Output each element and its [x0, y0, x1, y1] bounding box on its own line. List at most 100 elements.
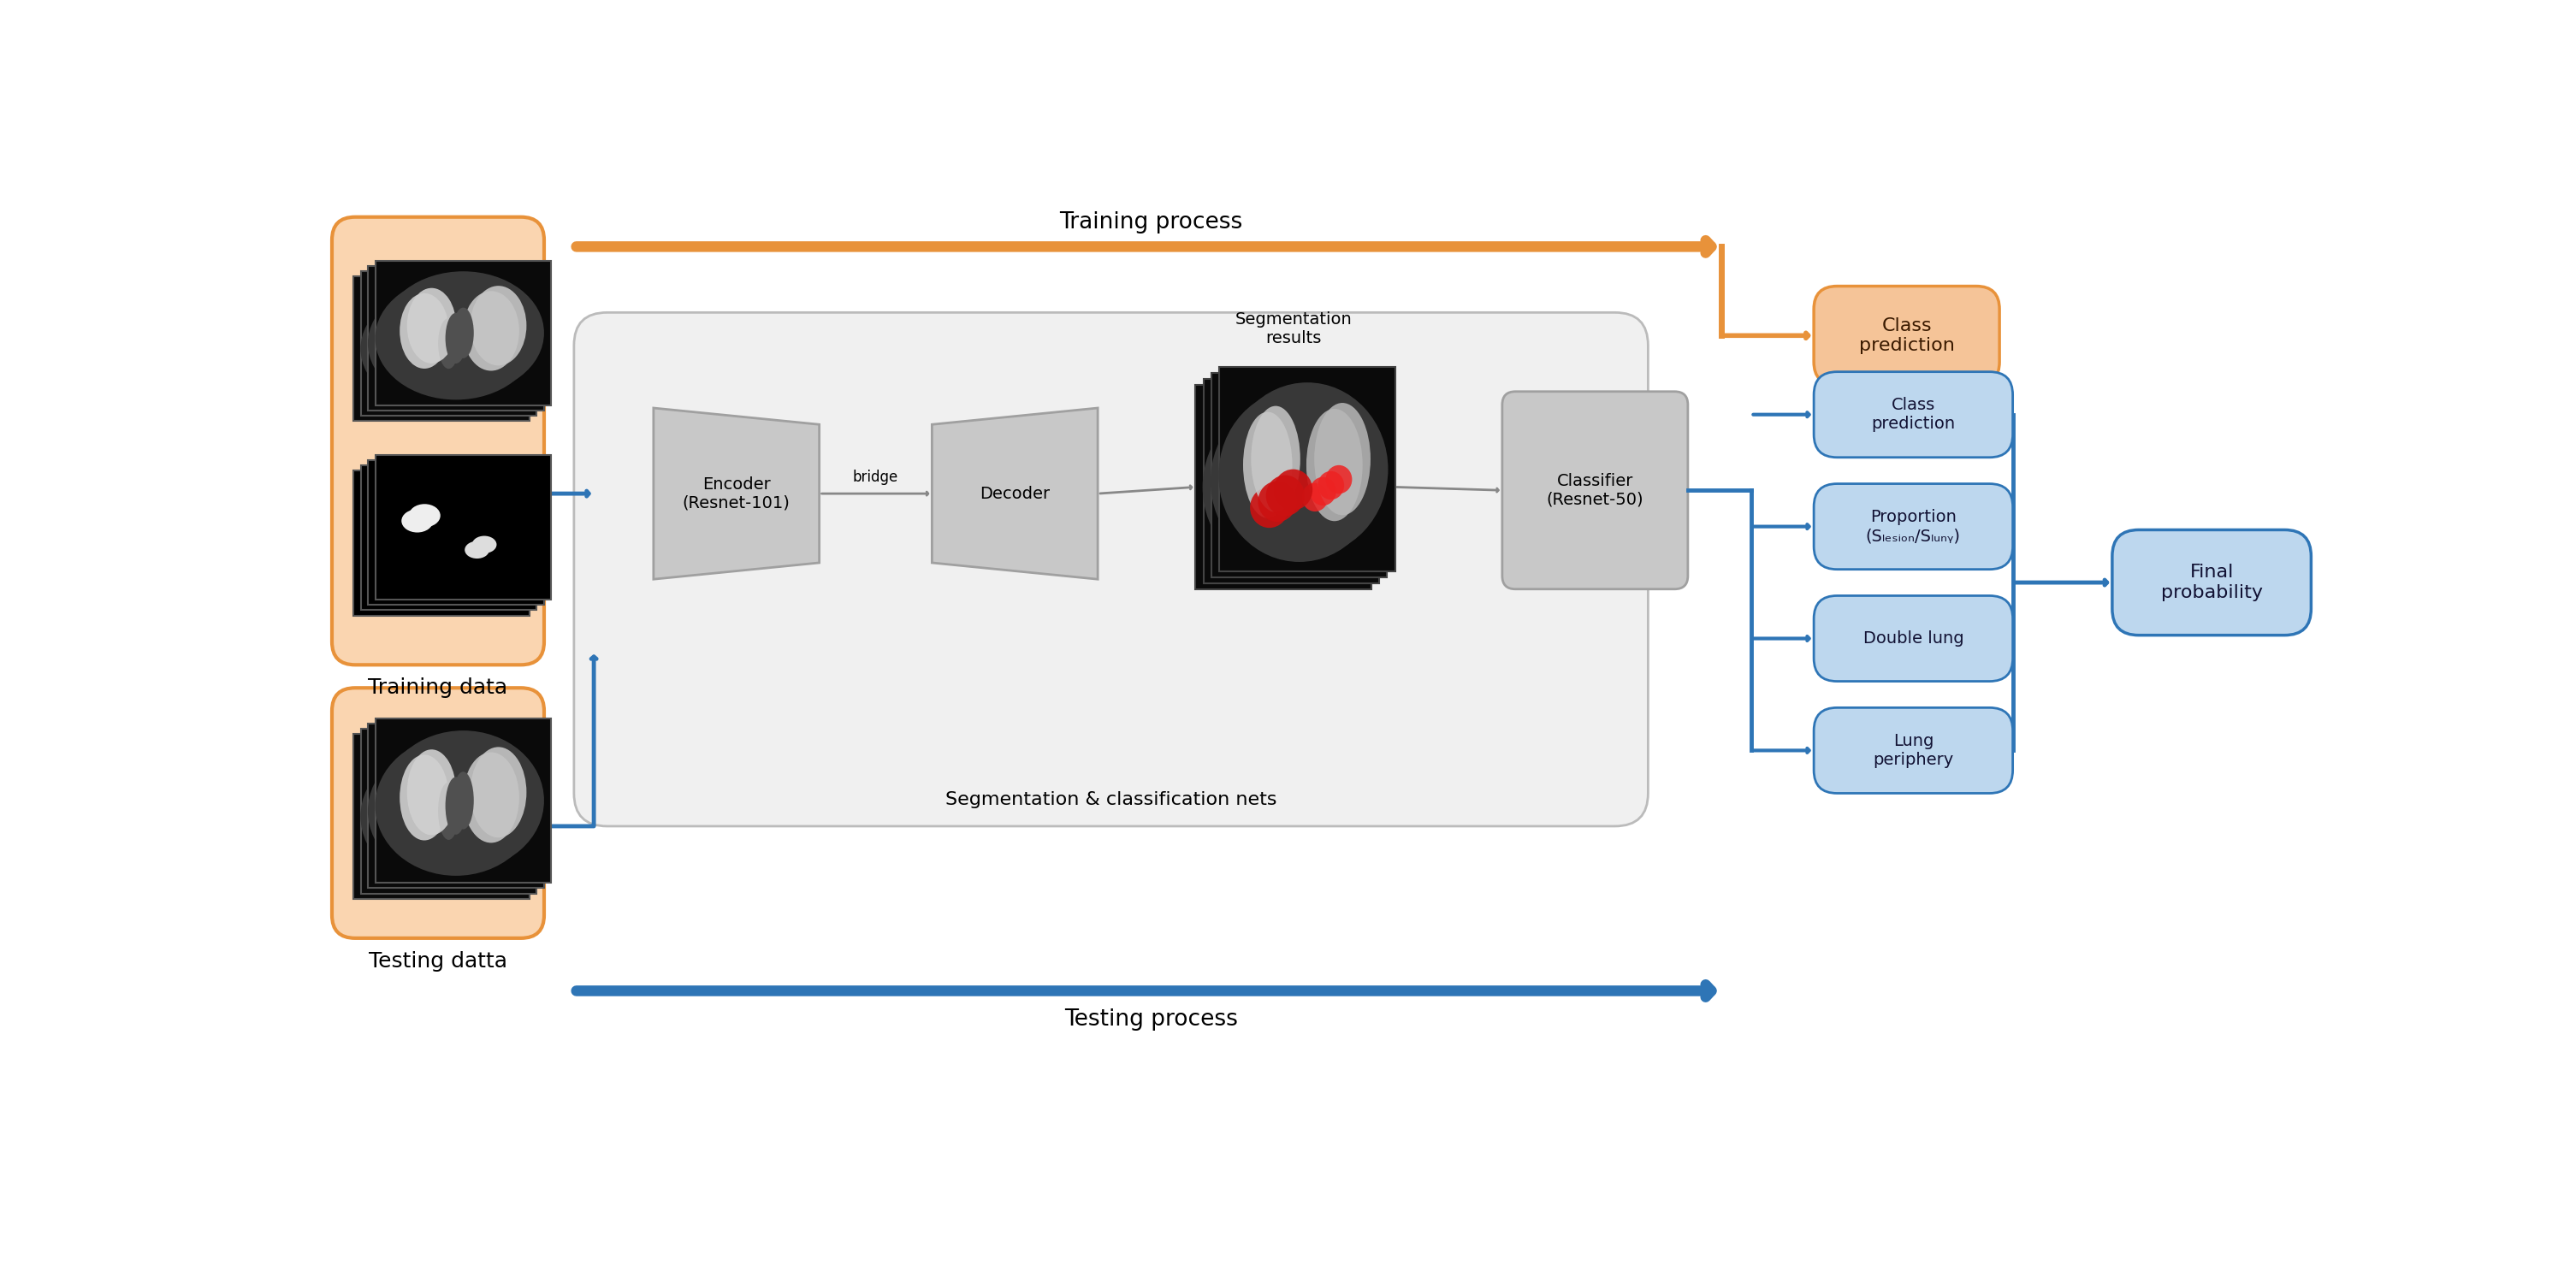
- Polygon shape: [933, 409, 1097, 579]
- Ellipse shape: [464, 291, 520, 371]
- Ellipse shape: [392, 299, 440, 374]
- Ellipse shape: [464, 541, 489, 559]
- Ellipse shape: [410, 503, 440, 528]
- Ellipse shape: [438, 782, 459, 840]
- FancyBboxPatch shape: [574, 312, 1649, 826]
- FancyBboxPatch shape: [368, 724, 544, 888]
- Ellipse shape: [459, 546, 482, 564]
- Ellipse shape: [1298, 415, 1355, 528]
- FancyBboxPatch shape: [361, 466, 536, 610]
- Ellipse shape: [386, 520, 417, 543]
- Text: Class
prediction: Class prediction: [1860, 318, 1955, 354]
- Text: Segmentation
results: Segmentation results: [1234, 311, 1352, 347]
- FancyBboxPatch shape: [1814, 372, 2012, 458]
- Text: Training data: Training data: [368, 678, 507, 698]
- Ellipse shape: [376, 277, 536, 400]
- Ellipse shape: [386, 765, 435, 851]
- FancyBboxPatch shape: [368, 460, 544, 605]
- Ellipse shape: [407, 288, 456, 363]
- Ellipse shape: [1244, 412, 1293, 519]
- Ellipse shape: [381, 730, 544, 870]
- Ellipse shape: [1249, 487, 1288, 528]
- Ellipse shape: [368, 741, 531, 880]
- Text: Segmentation & classification nets: Segmentation & classification nets: [945, 792, 1278, 808]
- FancyBboxPatch shape: [1203, 380, 1378, 583]
- FancyBboxPatch shape: [332, 218, 544, 665]
- Text: Testing datta: Testing datta: [368, 951, 507, 972]
- FancyBboxPatch shape: [332, 688, 544, 939]
- Ellipse shape: [453, 772, 474, 830]
- FancyBboxPatch shape: [376, 719, 551, 883]
- Ellipse shape: [361, 287, 523, 410]
- Ellipse shape: [430, 324, 451, 374]
- Ellipse shape: [456, 296, 513, 376]
- Ellipse shape: [448, 301, 505, 381]
- FancyBboxPatch shape: [1218, 367, 1396, 572]
- FancyBboxPatch shape: [361, 271, 536, 416]
- Ellipse shape: [438, 318, 459, 369]
- FancyBboxPatch shape: [353, 276, 528, 421]
- Ellipse shape: [376, 736, 536, 875]
- Text: Classifier
(Resnet-50): Classifier (Resnet-50): [1546, 473, 1643, 507]
- Ellipse shape: [399, 293, 448, 368]
- Ellipse shape: [471, 536, 497, 553]
- Polygon shape: [654, 409, 819, 579]
- Text: Final
probability: Final probability: [2161, 564, 2262, 601]
- Text: Double lung: Double lung: [1862, 630, 1963, 646]
- Ellipse shape: [430, 788, 451, 845]
- Ellipse shape: [1226, 382, 1388, 557]
- Ellipse shape: [1211, 395, 1373, 568]
- Text: Lung
periphery: Lung periphery: [1873, 732, 1953, 768]
- Text: Training process: Training process: [1059, 211, 1242, 233]
- FancyBboxPatch shape: [368, 266, 544, 411]
- Ellipse shape: [399, 755, 448, 840]
- Ellipse shape: [1265, 476, 1303, 516]
- Ellipse shape: [1252, 406, 1301, 512]
- FancyBboxPatch shape: [1814, 483, 2012, 569]
- Text: bridge: bridge: [853, 469, 899, 484]
- FancyBboxPatch shape: [376, 261, 551, 405]
- Ellipse shape: [386, 304, 435, 380]
- FancyBboxPatch shape: [376, 454, 551, 600]
- Ellipse shape: [402, 510, 433, 533]
- Ellipse shape: [407, 749, 456, 835]
- Text: Class
prediction: Class prediction: [1870, 397, 1955, 433]
- FancyBboxPatch shape: [1211, 373, 1386, 577]
- Ellipse shape: [456, 758, 513, 848]
- FancyBboxPatch shape: [1195, 385, 1370, 589]
- Ellipse shape: [471, 748, 526, 837]
- Ellipse shape: [368, 282, 531, 405]
- Ellipse shape: [1234, 417, 1285, 524]
- Ellipse shape: [464, 753, 520, 842]
- FancyBboxPatch shape: [353, 734, 528, 898]
- Ellipse shape: [1309, 477, 1337, 506]
- Ellipse shape: [1203, 400, 1365, 574]
- Ellipse shape: [1226, 424, 1275, 530]
- Ellipse shape: [361, 746, 523, 887]
- FancyBboxPatch shape: [2112, 530, 2311, 635]
- Text: Decoder: Decoder: [979, 486, 1051, 502]
- Ellipse shape: [1291, 421, 1347, 533]
- FancyBboxPatch shape: [1814, 596, 2012, 682]
- Ellipse shape: [471, 286, 526, 366]
- Ellipse shape: [1275, 469, 1314, 510]
- Text: Encoder
(Resnet-101): Encoder (Resnet-101): [683, 476, 791, 511]
- Ellipse shape: [381, 271, 544, 395]
- Ellipse shape: [1319, 471, 1345, 500]
- FancyBboxPatch shape: [1502, 392, 1687, 589]
- Text: Testing process: Testing process: [1064, 1008, 1236, 1030]
- Ellipse shape: [446, 777, 466, 835]
- Ellipse shape: [1301, 483, 1329, 511]
- Ellipse shape: [1218, 388, 1381, 562]
- Ellipse shape: [1327, 466, 1352, 493]
- Ellipse shape: [446, 312, 466, 363]
- Ellipse shape: [392, 760, 440, 845]
- Ellipse shape: [1306, 409, 1363, 521]
- FancyBboxPatch shape: [1814, 286, 1999, 385]
- FancyBboxPatch shape: [1814, 707, 2012, 793]
- Ellipse shape: [448, 763, 505, 854]
- Text: Proportion
(Sₗₑₛᵢₒₙ/Sₗᵤₙᵧ): Proportion (Sₗₑₛᵢₒₙ/Sₗᵤₙᵧ): [1865, 509, 1960, 544]
- Ellipse shape: [394, 515, 425, 538]
- Ellipse shape: [1257, 481, 1296, 522]
- FancyBboxPatch shape: [353, 471, 528, 616]
